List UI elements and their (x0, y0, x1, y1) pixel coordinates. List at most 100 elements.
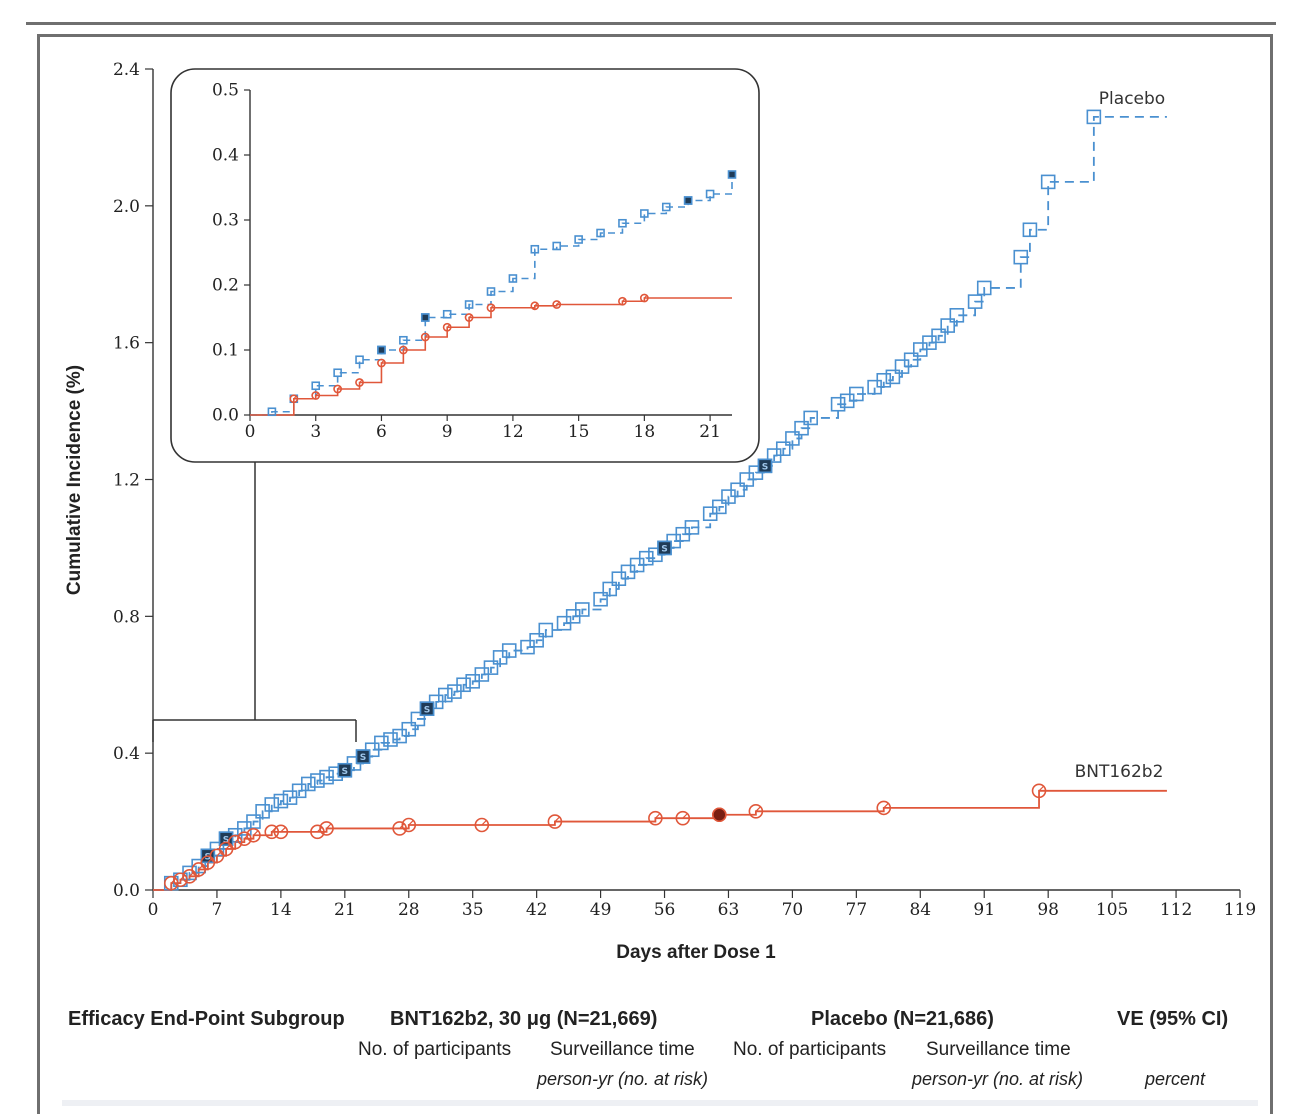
inset-bnt162b2-marker (552, 300, 562, 309)
placebo-marker-severe-letter: S (223, 835, 230, 845)
inset-bnt162b2-marker (311, 391, 321, 400)
main-x-tick-label: 35 (462, 900, 484, 920)
placebo-marker (794, 420, 809, 436)
placebo-marker (638, 550, 654, 566)
inset-bracket (152, 462, 357, 742)
inset-placebo-marker (355, 355, 364, 365)
unit-bnt: person-yr (no. at risk) (537, 1069, 709, 1089)
bnt162b2-marker (209, 848, 225, 864)
inset-bnt162b2-marker-tick (293, 395, 297, 400)
inset-placebo-marker (333, 368, 342, 378)
main-x-tick-label: 21 (334, 900, 356, 920)
inset-placebo-marker (705, 189, 715, 199)
inset-bnt162b2-marker (333, 384, 343, 394)
placebo-marker (319, 769, 334, 785)
bnt162b2-marker (675, 810, 691, 826)
series-label-bnt162b2: BNT162b2 (1075, 762, 1164, 782)
placebo-marker-severe (419, 701, 435, 716)
placebo-marker (775, 441, 791, 457)
inset-bnt162b2-marker-tick (424, 334, 429, 338)
bnt162b2-marker-tick (481, 820, 487, 826)
bnt162b2-marker-tick (253, 830, 259, 836)
inset-placebo-marker-severe (727, 170, 737, 179)
placebo-marker (876, 372, 892, 388)
main-x-tick-label: 98 (1037, 900, 1059, 920)
placebo-marker (501, 643, 517, 658)
inset-placebo-marker (267, 407, 277, 417)
main-y-tick-label: 0.8 (113, 607, 140, 627)
bnt162b2-marker (191, 862, 206, 877)
inset-bnt162b2-marker (530, 301, 540, 311)
inset-series (250, 170, 737, 417)
inset-bnt162b2-marker (289, 394, 299, 404)
bnt162b2-marker (163, 875, 179, 891)
inset-placebo-marker (618, 218, 627, 228)
inset-bnt162b2-marker-tick (315, 392, 319, 396)
inset-bnt162b2-line (250, 297, 732, 416)
main-x-tick-label: 63 (718, 900, 740, 920)
main-x-tick-label: 112 (1160, 900, 1192, 920)
inset-y-tick-label: 0.0 (212, 406, 239, 426)
inset-placebo-marker (530, 244, 540, 254)
placebo-marker (264, 797, 280, 812)
inset-bnt162b2-marker (464, 313, 474, 322)
placebo-marker (1022, 222, 1038, 238)
placebo-marker (374, 735, 389, 751)
placebo-marker (803, 410, 818, 426)
placebo-marker (1040, 174, 1056, 190)
bnt162b2-marker (474, 817, 490, 833)
inset-bnt162b2-marker-tick (381, 360, 385, 364)
main-series: S S S S S S S (153, 109, 1167, 891)
col-subgroup-header: Efficacy End-Point Subgroup (68, 1008, 345, 1030)
inset-x-tick-label: 6 (376, 422, 387, 442)
main-x-tick-label: 77 (846, 900, 868, 920)
inset-placebo-line (250, 174, 733, 416)
bnt162b2-marker (264, 824, 280, 840)
main-x-tick-label: 42 (526, 900, 548, 920)
bnt162b2-marker-tick (554, 816, 560, 823)
inset-placebo-marker-severe (683, 196, 693, 205)
placebo-marker (903, 352, 919, 368)
placebo-marker (191, 858, 206, 874)
inset-placebo-marker (640, 209, 649, 218)
placebo-marker (967, 294, 983, 309)
bnt162b2-marker (173, 872, 188, 888)
col-ve-header: VE (95% CI) (1117, 1008, 1229, 1030)
inset-bnt162b2-marker-tick (468, 314, 473, 318)
placebo-marker (456, 677, 471, 693)
placebo-marker (940, 318, 955, 333)
bnt162b2-marker (246, 827, 261, 843)
bnt162b2-marker (227, 834, 243, 850)
bnt162b2-marker-tick (755, 806, 761, 812)
placebo-marker (830, 396, 846, 412)
sub-participants-placebo: No. of participants (733, 1039, 887, 1060)
inset-placebo-marker (661, 202, 671, 212)
placebo-marker-severe-letter: S (661, 545, 668, 555)
bnt162b2-marker (218, 841, 234, 857)
placebo-marker-severe-letter: S (360, 753, 367, 763)
placebo-marker (438, 687, 453, 703)
series-label-placebo: Placebo (1099, 89, 1165, 109)
inset-x-tick-label: 0 (245, 422, 256, 442)
x-axis-title: Days after Dose 1 (616, 942, 776, 963)
placebo-marker-severe (657, 540, 672, 556)
top-rule (26, 22, 1276, 25)
table-header: Efficacy End-Point Subgroup BNT162b2, 30… (40, 1000, 1270, 1106)
inset-bnt162b2-marker (639, 293, 649, 303)
sub-surveillance-bnt: Surveillance time (550, 1039, 695, 1060)
inset-y-tick-label: 0.3 (212, 211, 239, 231)
inset-placebo-marker (442, 309, 452, 319)
inset-bnt162b2-marker (355, 378, 364, 387)
inset-y-tick-label: 0.1 (212, 341, 239, 361)
main-y-tick-label: 0.0 (113, 881, 140, 901)
inset-bnt162b2-marker (420, 332, 430, 342)
placebo-marker (949, 307, 965, 323)
inset-x-tick-label: 18 (634, 422, 656, 442)
inset-placebo-marker (552, 241, 562, 251)
bnt162b2-marker (392, 821, 407, 836)
main-x-tick-label: 84 (909, 900, 931, 920)
placebo-marker (730, 482, 745, 498)
inset-y-tick-label: 0.4 (212, 146, 239, 166)
main-x-tick-label: 7 (212, 900, 223, 920)
inset-placebo-marker (486, 287, 496, 296)
